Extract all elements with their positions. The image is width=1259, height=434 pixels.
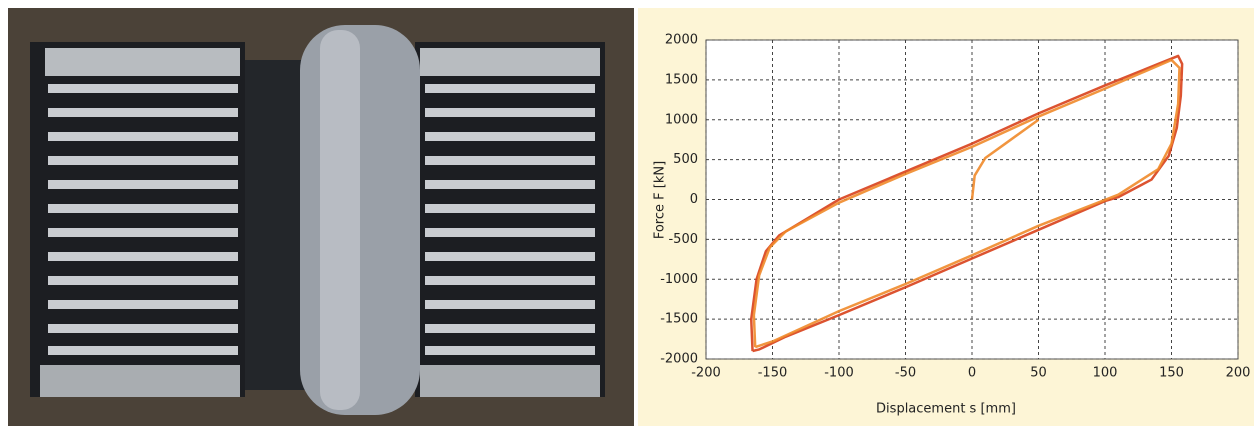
y-tick-label: -1500	[660, 312, 698, 327]
plate-end	[45, 48, 240, 76]
x-tick-label: -200	[691, 366, 721, 381]
x-tick-label: -50	[895, 366, 916, 381]
plate-end	[420, 365, 600, 397]
photo	[8, 8, 634, 426]
y-tick-label: 500	[673, 152, 698, 167]
x-tick-label: 200	[1226, 366, 1251, 381]
gap	[245, 60, 305, 390]
y-axis-label: Force F [kN]	[653, 161, 668, 239]
y-tick-label: 1500	[665, 72, 698, 87]
plate-end	[40, 365, 240, 397]
y-tick-label: 1000	[665, 112, 698, 127]
y-tick-label: -500	[668, 232, 698, 247]
y-tick-label: -1000	[660, 272, 698, 287]
page: {"chart_data": {"type": "line", "xlabel"…	[0, 0, 1259, 430]
x-tick-label: 0	[968, 366, 976, 381]
y-tick-label: 2000	[665, 33, 698, 48]
y-tick-label: -2000	[660, 352, 698, 367]
y-tick-label: 0	[690, 192, 698, 207]
plate-right	[415, 42, 605, 397]
x-tick-label: 50	[1030, 366, 1047, 381]
figure: Displacement s [mm] Force F [kN] -2000-1…	[0, 0, 1259, 430]
x-tick-label: -100	[824, 366, 854, 381]
roll-highlight	[320, 30, 360, 410]
x-tick-label: 150	[1159, 366, 1184, 381]
chart: Displacement s [mm] Force F [kN] -2000-1…	[653, 33, 1251, 417]
x-tick-label: 100	[1093, 366, 1118, 381]
x-tick-label: -150	[758, 366, 788, 381]
plate-left	[30, 42, 245, 397]
x-axis-label: Displacement s [mm]	[876, 402, 1016, 417]
plate-end	[420, 48, 600, 76]
